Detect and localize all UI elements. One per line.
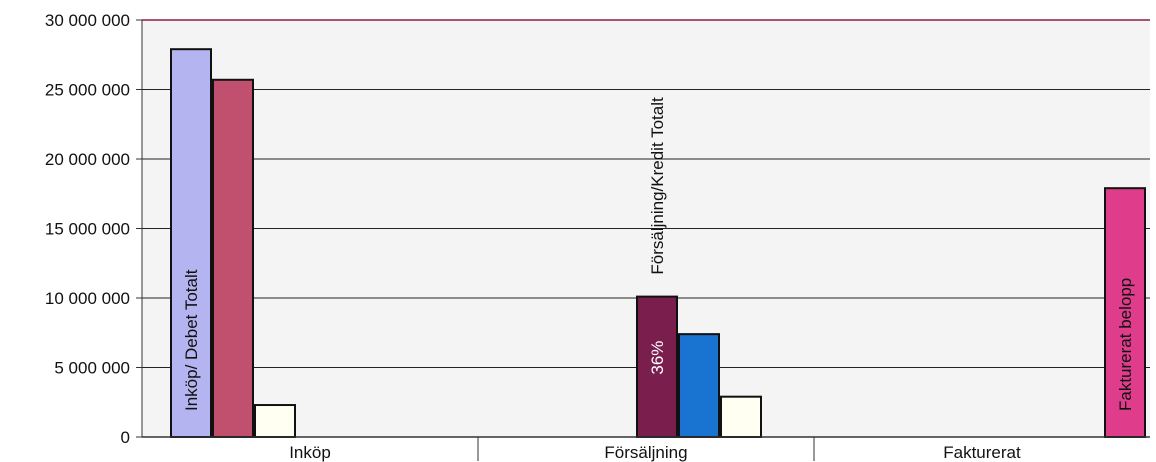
y-tick-label: 15 000 000 (45, 220, 130, 239)
x-category-label: Fakturerat (943, 443, 1021, 462)
y-tick-label: 30 000 000 (45, 11, 130, 30)
bar-frsljning-3 (720, 395, 762, 439)
y-tick-label: 25 000 000 (45, 81, 130, 100)
y-tick-label: 5 000 000 (54, 359, 130, 378)
bar-fakturerat-1 (1104, 187, 1146, 438)
x-axis: Inköp Försäljning Fakturerat (141, 20, 1150, 462)
bar-label: 36% (648, 341, 667, 375)
bar-labels: Inköp/ Debet Totalt 36% Försäljning/Kredit… (182, 97, 1135, 411)
y-tick-label: 10 000 000 (45, 289, 130, 308)
bar-label: Inköp/ Debet Totalt (182, 269, 201, 411)
bars (170, 48, 1146, 439)
bar-frsljning-2 (678, 333, 720, 439)
y-tick-label: 0 (121, 428, 130, 447)
x-category-label: Försäljning (604, 443, 687, 462)
y-tick-label: 20 000 000 (45, 150, 130, 169)
x-category-label: Inköp (289, 443, 331, 462)
bar-inkp-3 (254, 404, 296, 438)
bar-label: Fakturerat belopp (1116, 278, 1135, 411)
group-label: Försäljning/Kredit Totalt (648, 97, 667, 275)
bar-frsljning-1 (636, 295, 678, 438)
y-axis-ticks: 0 5 000 000 10 000 000 15 000 000 20 000 000… (45, 11, 142, 447)
bar-inkp-2 (212, 78, 254, 439)
